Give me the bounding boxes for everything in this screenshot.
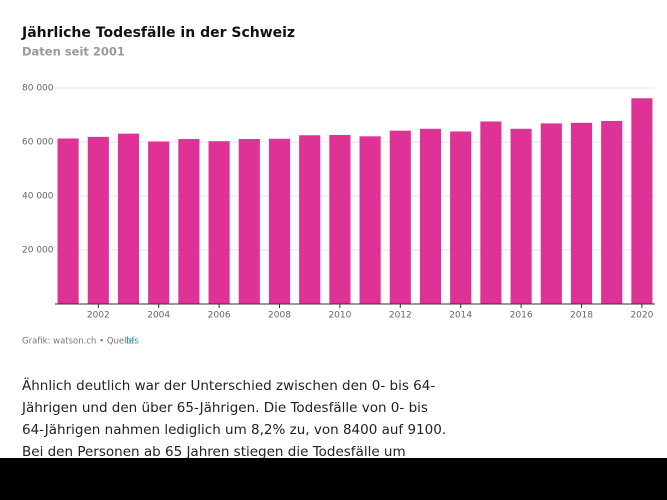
y-tick-label: 20 000: [22, 246, 54, 256]
bar: [631, 98, 653, 304]
y-tick-label: 80 000: [22, 84, 54, 94]
bar: [117, 133, 140, 304]
bar: [601, 120, 623, 304]
paragraph: Ähnlich deutlich war der Unterschied zwi…: [21, 376, 446, 460]
y-tick-label: 60 000: [22, 138, 54, 148]
bar: [510, 128, 532, 304]
bar: [359, 136, 381, 304]
source-link[interactable]: bfs: [126, 337, 139, 347]
bottom-bar: [0, 458, 667, 500]
bar: [268, 138, 291, 304]
bar: [238, 139, 260, 304]
x-tick-label: 2006: [208, 311, 231, 321]
x-tick-label: 2010: [328, 311, 351, 321]
x-tick-label: 2018: [570, 311, 593, 321]
paragraph-line: Ähnlich deutlich war der Unterschied zwi…: [22, 376, 435, 394]
bar: [329, 134, 351, 304]
bar: [419, 128, 442, 304]
x-tick-label: 2014: [449, 311, 472, 321]
x-tick-label: 2016: [510, 311, 533, 321]
bar: [148, 141, 170, 304]
bar: [208, 141, 230, 304]
bar: [178, 139, 200, 304]
bar: [299, 135, 321, 304]
bar: [450, 131, 472, 304]
paragraph-line: Bei den Personen ab 65 Jahren stiegen di…: [22, 444, 406, 460]
bar: [570, 122, 593, 304]
x-tick-label: 2002: [87, 311, 110, 321]
bar: [389, 130, 411, 304]
y-tick-label: 40 000: [22, 192, 54, 202]
bar: [540, 123, 562, 305]
x-tick-label: 2004: [147, 311, 170, 321]
bar: [480, 121, 502, 304]
x-tick-label: 2008: [268, 311, 291, 321]
source: Grafik: watson.ch • Quelle:: [22, 337, 137, 347]
bar: [87, 136, 109, 304]
paragraph-line: 64-Jährigen nahmen lediglich um 8,2% zu,…: [22, 422, 446, 438]
paragraph-line: Jährigen und den über 65-Jährigen. Die T…: [21, 400, 428, 416]
bar: [57, 138, 79, 304]
x-tick-label: 2020: [630, 311, 653, 321]
chart-title: Jährliche Todesfälle in der Schweiz: [21, 25, 295, 41]
x-tick-label: 2012: [389, 311, 412, 321]
chart-subtitle: Daten seit 2001: [22, 45, 125, 59]
